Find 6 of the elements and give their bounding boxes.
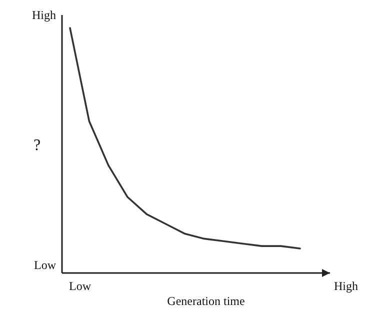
y-axis-title: ? [33,137,41,154]
text: Low [69,279,92,293]
text: Low [34,258,56,272]
x-axis-title: Generation time [167,294,245,308]
text: High [334,279,358,293]
text: High [32,8,56,22]
